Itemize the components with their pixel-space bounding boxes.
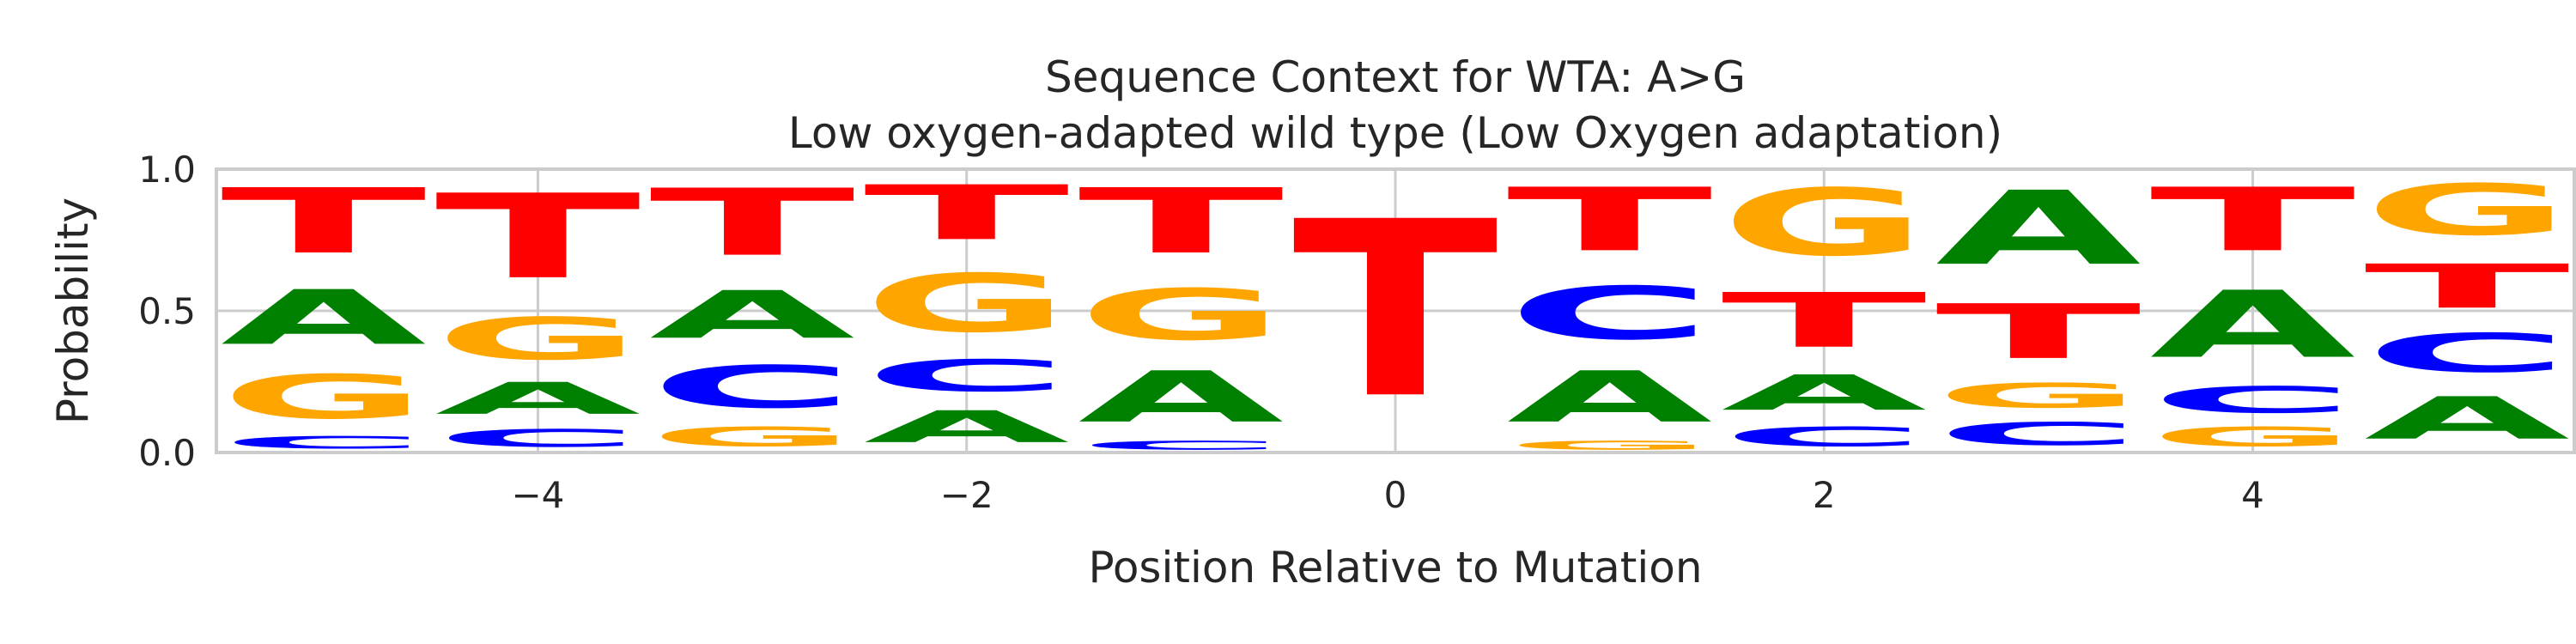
logo-letter-T-pos-1: T xyxy=(1507,169,1715,270)
logo-letter-T-pos-2: T xyxy=(1721,277,1927,365)
y-tick-label: 0.0 xyxy=(138,432,196,474)
logo-letter-A-pos--1: A xyxy=(1078,356,1285,438)
logo-letter-C-pos-3: C xyxy=(1935,416,2142,453)
logo-letter-G-pos--1: G xyxy=(1078,274,1285,355)
logo-letter-G-pos-3: G xyxy=(1935,376,2142,416)
x-tick-labels: −4 −2 0 2 4 xyxy=(511,474,2263,516)
x-tick-label: 4 xyxy=(2241,474,2264,516)
x-axis-label: Position Relative to Mutation xyxy=(1088,543,1702,592)
logo-letter-A-pos--3: A xyxy=(649,277,855,354)
logo-letter-G-pos-5: G xyxy=(2364,169,2570,251)
logo-letter-T-pos--1: T xyxy=(1078,169,1286,274)
logo-letter-T-pos--5: T xyxy=(221,169,428,274)
logo-letter-C-pos--1: C xyxy=(1078,438,1285,452)
logo-letter-T-pos-4: T xyxy=(2150,169,2358,270)
logo-letter-A-pos-1: A xyxy=(1507,356,1713,438)
logo-letter-C-pos--5: C xyxy=(221,433,427,453)
chart-title: Sequence Context for WTA: A>G xyxy=(1045,52,1746,102)
y-tick-label: 1.0 xyxy=(138,149,196,191)
logo-letter-G-pos--5: G xyxy=(221,362,427,433)
logo-letter-G-pos-2: G xyxy=(1721,169,1927,276)
logo-letter-T-pos-0: T xyxy=(1292,170,1500,452)
logo-letter-G-pos--2: G xyxy=(864,258,1070,350)
y-tick-labels: 0.0 0.5 1.0 xyxy=(138,149,196,474)
x-tick-label: 0 xyxy=(1384,474,1407,516)
x-tick-label: −4 xyxy=(511,474,564,516)
logo-letter-T-pos--3: T xyxy=(649,170,857,277)
logo-letter-C-pos--4: C xyxy=(435,424,641,453)
logo-letter-C-pos-2: C xyxy=(1721,422,1927,453)
logo-letter-G-pos-1: G xyxy=(1507,439,1713,453)
logo-letter-C-pos--2: C xyxy=(864,350,1070,401)
logo-letter-T-pos--2: T xyxy=(864,169,1070,257)
y-axis-label: Probability xyxy=(48,197,98,424)
logo-letter-A-pos--4: A xyxy=(435,374,641,424)
logo-letter-T-pos--4: T xyxy=(435,169,643,305)
logo-letter-T-pos-5: T xyxy=(2364,252,2570,322)
plot-frame xyxy=(215,167,2576,454)
logo-letter-C-pos-4: C xyxy=(2150,379,2356,421)
logo-letter-C-pos--3: C xyxy=(649,354,855,422)
logo-letter-G-pos--3: G xyxy=(649,422,855,453)
logo-letter-A-pos-5: A xyxy=(2364,385,2570,453)
logo-letter-T-pos-3: T xyxy=(1935,289,2142,376)
logo-letter-G-pos-4: G xyxy=(2150,422,2356,453)
logo-letter-G-pos--4: G xyxy=(435,305,641,373)
logo-letter-A-pos-2: A xyxy=(1721,365,1927,422)
x-tick-label: −2 xyxy=(940,474,993,516)
logo-letter-A-pos--5: A xyxy=(221,274,427,361)
x-tick-label: 2 xyxy=(1813,474,1836,516)
logo-letter-A-pos--2: A xyxy=(864,402,1070,453)
logo-letter-C-pos-1: C xyxy=(1507,271,1713,355)
logo-letter-A-pos-3: A xyxy=(1935,170,2142,289)
logo-letter-A-pos-4: A xyxy=(2150,271,2356,379)
logo-letter-C-pos-5: C xyxy=(2364,323,2570,385)
chart-subtitle: Low oxygen-adapted wild type (Low Oxygen… xyxy=(788,108,2002,158)
y-tick-label: 0.5 xyxy=(138,290,196,332)
